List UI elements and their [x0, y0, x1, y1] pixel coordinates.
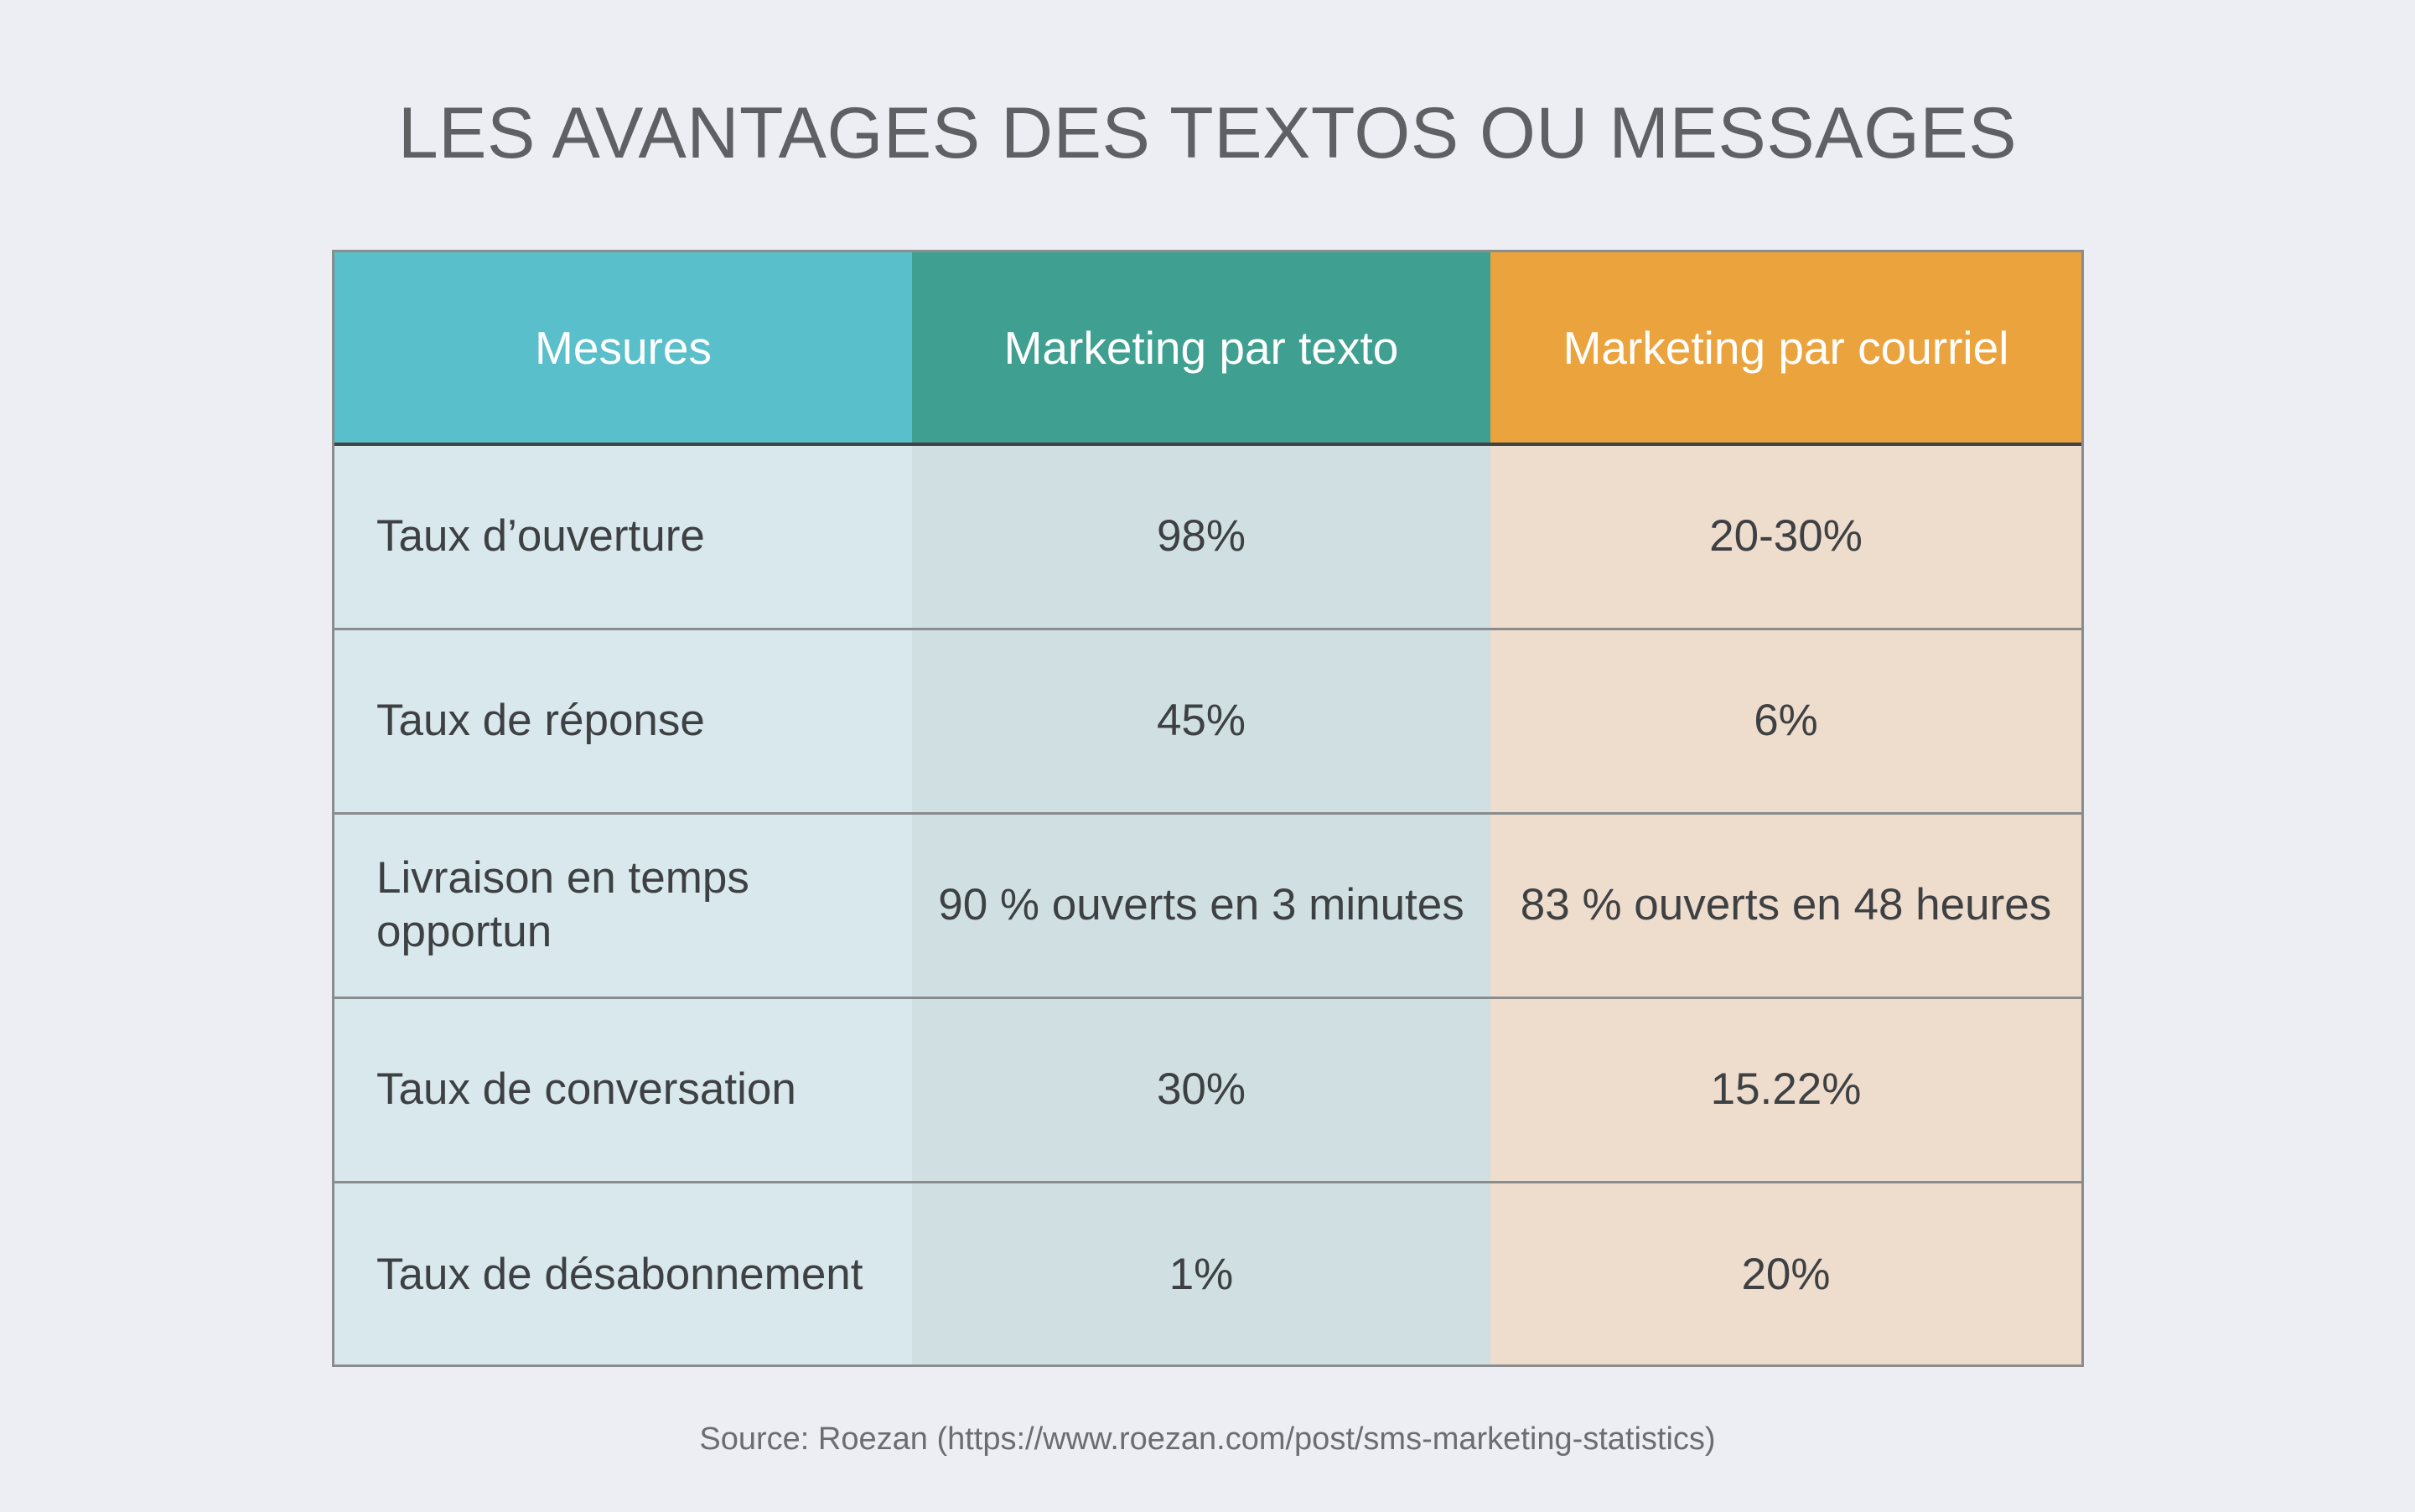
cell-email-value: 6% — [1490, 627, 2081, 813]
cell-email-value: 83 % ouverts en 48 heures — [1490, 811, 2081, 997]
header-text-marketing: Marketing par texto — [912, 252, 1490, 446]
table-row: Taux de désabonnement 1% 20% — [334, 1180, 2081, 1364]
table-row: Livraison en temps opportun 90 % ouverts… — [334, 811, 2081, 997]
header-measures: Mesures — [334, 252, 912, 446]
cell-measure: Taux de conversation — [334, 996, 912, 1182]
cell-measure: Taux de réponse — [334, 627, 912, 813]
table-header-row: Mesures Marketing par texto Marketing pa… — [334, 252, 2081, 446]
cell-text-value: 90 % ouverts en 3 minutes — [912, 811, 1490, 997]
table-row: Taux d’ouverture 98% 20-30% — [334, 444, 2081, 629]
cell-email-value: 15.22% — [1490, 996, 2081, 1182]
cell-text-value: 30% — [912, 996, 1490, 1182]
comparison-table: Mesures Marketing par texto Marketing pa… — [334, 252, 2081, 1364]
cell-measure: Taux d’ouverture — [334, 444, 912, 629]
cell-measure: Taux de désabonnement — [334, 1180, 912, 1364]
cell-text-value: 98% — [912, 444, 1490, 629]
cell-text-value: 45% — [912, 627, 1490, 813]
source-citation: Source: Roezan (https://www.roezan.com/p… — [699, 1421, 1716, 1457]
cell-email-value: 20% — [1490, 1180, 2081, 1364]
table-row: Taux de réponse 45% 6% — [334, 627, 2081, 813]
header-email-marketing: Marketing par courriel — [1490, 252, 2081, 446]
cell-measure: Livraison en temps opportun — [334, 811, 912, 997]
comparison-table-container: Mesures Marketing par texto Marketing pa… — [332, 250, 2084, 1367]
table-row: Taux de conversation 30% 15.22% — [334, 996, 2081, 1182]
cell-text-value: 1% — [912, 1180, 1490, 1364]
cell-email-value: 20-30% — [1490, 444, 2081, 629]
chart-title: LES AVANTAGES DES TEXTOS OU MESSAGES — [397, 93, 2018, 173]
